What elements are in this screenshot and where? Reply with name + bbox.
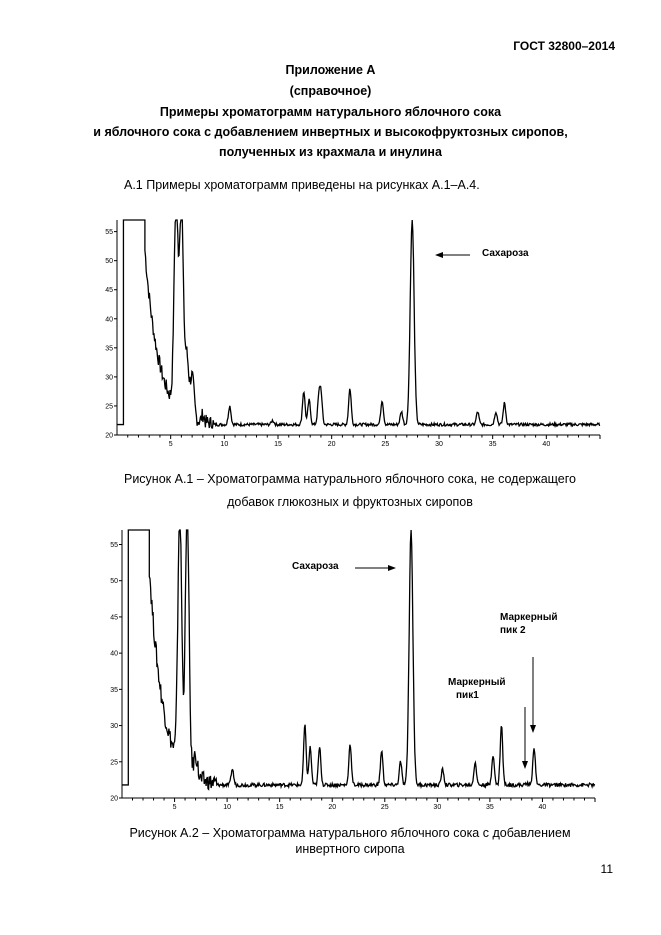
y-tick-label: 25 [110, 759, 118, 766]
y-tick-label: 35 [105, 345, 113, 352]
chromatogram-figure-1: 20 25 30 35 40 45 50 55 5 10 15 20 25 30 35 40 Сахароз… [105, 219, 601, 448]
y-tick-label: 30 [105, 374, 113, 381]
x-tick-label: 30 [433, 804, 441, 811]
appendix-title: Приложение А [285, 63, 376, 77]
y-tick-label: 30 [110, 723, 118, 730]
x-tick-label: 10 [223, 804, 231, 811]
x-tick-label: 35 [489, 441, 497, 448]
x-tick-label: 25 [381, 804, 389, 811]
sucrose-label: Сахароза [482, 248, 529, 259]
x-tick-label: 30 [435, 441, 443, 448]
y-tick-label: 50 [105, 258, 113, 265]
appendix-heading-line-2: и яблочного сока с добавлением инвертных… [93, 125, 568, 139]
y-tick-label: 25 [105, 403, 113, 410]
x-axis-ticks: 5 10 15 20 25 30 35 40 [132, 798, 596, 811]
appendix-heading-line-3: полученных из крахмала и инулина [219, 145, 442, 159]
x-tick-label: 5 [173, 804, 177, 811]
x-tick-label: 10 [220, 441, 228, 448]
y-tick-label: 55 [105, 229, 113, 236]
figure-1-caption-line-2: добавок глюкозных и фруктозных сиропов [227, 495, 473, 509]
marker-peak-2-label-line-2: пик 2 [500, 625, 526, 636]
y-tick-label: 35 [110, 687, 118, 694]
x-tick-label: 40 [542, 441, 550, 448]
sucrose-label: Сахароза [292, 561, 339, 572]
y-tick-label: 45 [105, 287, 113, 294]
marker-peak-1-label-line-2: пик1 [456, 690, 479, 701]
x-tick-label: 20 [328, 804, 336, 811]
x-tick-label: 40 [539, 804, 547, 811]
y-tick-label: 40 [110, 651, 118, 658]
chromatogram-trace [117, 219, 601, 429]
figure-2-caption-line-1: Рисунок А.2 – Хроматограмма натурального… [129, 826, 571, 840]
marker-peak-1-label-line-1: Маркерный [448, 677, 506, 688]
y-tick-label: 20 [105, 433, 113, 440]
document-code: ГОСТ 32800–2014 [513, 39, 615, 53]
y-tick-label: 55 [110, 542, 118, 549]
y-tick-label: 40 [105, 316, 113, 323]
appendix-heading-line-1: Примеры хроматограмм натурального яблочн… [159, 105, 502, 119]
y-axis-ticks: 20 25 30 35 40 45 50 55 [105, 229, 117, 440]
marker-peak-2-arrowhead [530, 725, 536, 733]
x-tick-label: 20 [328, 441, 336, 448]
chromatogram-trace [122, 529, 596, 791]
x-tick-label: 35 [486, 804, 494, 811]
x-tick-label: 15 [276, 804, 284, 811]
figure-2-caption-line-2: инвертного сиропа [295, 842, 405, 856]
appendix-type: (справочное) [289, 84, 372, 98]
page-number: 11 [600, 862, 613, 876]
x-tick-label: 15 [274, 441, 282, 448]
x-tick-label: 5 [169, 441, 173, 448]
intro-text: А.1 Примеры хроматограмм приведены на ри… [124, 178, 480, 192]
y-tick-label: 20 [110, 796, 118, 803]
figure-1-caption-line-1: Рисунок А.1 – Хроматограмма натурального… [123, 472, 576, 486]
chromatogram-figure-2: 20 25 30 35 40 45 50 55 5 10 15 20 25 30 35 40 Сахароз… [110, 529, 596, 811]
sucrose-arrowhead [388, 565, 396, 571]
y-axis-ticks: 20 25 30 35 40 45 50 55 [110, 542, 122, 803]
x-axis-ticks: 5 10 15 20 25 30 35 40 [127, 435, 601, 448]
marker-peak-1-arrowhead [522, 761, 528, 769]
x-tick-label: 25 [381, 441, 389, 448]
marker-peak-2-label-line-1: Маркерный [500, 612, 558, 623]
y-tick-label: 45 [110, 614, 118, 621]
sucrose-arrowhead [435, 252, 443, 258]
y-tick-label: 50 [110, 578, 118, 585]
